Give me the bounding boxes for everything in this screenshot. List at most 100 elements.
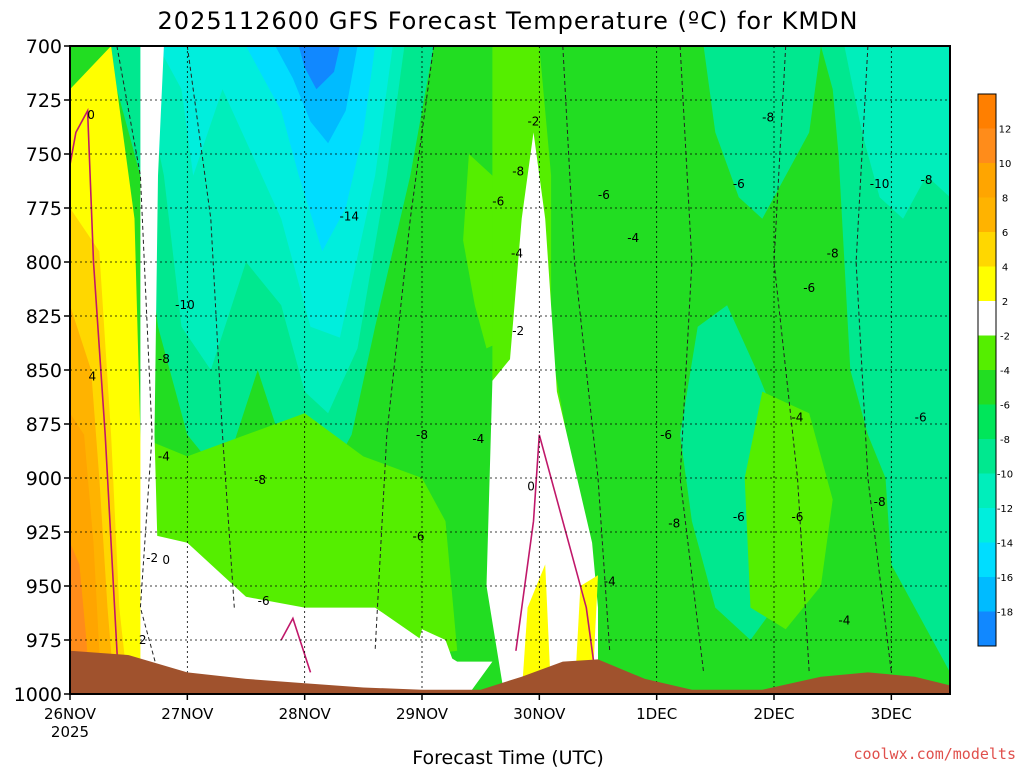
y-tick-label: 775 (26, 198, 62, 220)
temp-region-green-m8-east (820, 46, 950, 673)
contour-value-label: -6 (598, 188, 610, 202)
temp-region-cold-band-m18 (298, 46, 340, 90)
colorbar-tick-label: -18 (997, 608, 1013, 619)
colorbar-tick-label: -8 (1000, 435, 1010, 446)
contour-value-label: -2 (146, 551, 158, 565)
contour-value-label: -8 (416, 428, 428, 442)
colorbar-tick-label: 2 (1002, 297, 1008, 308)
colorbar-frame (977, 93, 997, 647)
temp-region-green-m8-upper (703, 46, 821, 219)
colorbar-tick-label: 8 (1002, 194, 1008, 205)
contour-value-label: -6 (412, 529, 424, 543)
contour-line (855, 46, 892, 673)
colorbar-swatch (978, 404, 996, 439)
contour-value-label: -6 (803, 281, 815, 295)
x-tick-label: 26NOV (44, 705, 97, 723)
y-tick-label: 725 (26, 90, 62, 112)
contour-value-label: 4 (88, 369, 96, 383)
contour-value-label: -8 (254, 473, 266, 487)
contour-value-label: -2 (527, 115, 539, 129)
y-tick-label: 900 (26, 468, 62, 490)
contour-value-label: 0 (162, 553, 170, 567)
contour-value-label: 0 (87, 108, 95, 122)
colorbar: 12 10 8 6 4 2 -2 -4 -6 -8 -10 -12 -14 -16 -18 (977, 93, 1013, 647)
colorbar-swatch (978, 439, 996, 474)
contour-value-label: -4 (627, 231, 639, 245)
x-tick-label: 1DEC (636, 705, 677, 723)
y-tick-label: 875 (26, 414, 62, 436)
colorbar-tick-label: 6 (1002, 228, 1008, 239)
contour-value-label: 2 (139, 633, 147, 647)
colorbar-swatch (978, 266, 996, 301)
x-axis: 26NOV 27NOV 28NOV 29NOV 30NOV 1DEC 2DEC 3DEC (44, 694, 912, 723)
y-tick-label: 1000 (14, 684, 62, 706)
colorbar-swatch (978, 611, 996, 646)
contour-value-label: -6 (733, 510, 745, 524)
temp-region-cold-band-m16 (275, 46, 358, 144)
contour-labels: 0 4 -2 0 2 -4 -8 -10 -14 -6 -8 -6 -8 -4 -6 -8 -4 -2 -2 0 -4 -… (87, 108, 932, 647)
x-tick-label: 27NOV (161, 705, 214, 723)
x-tick-label: 30NOV (513, 705, 566, 723)
colorbar-swatch (978, 163, 996, 198)
y-tick-label: 700 (26, 36, 62, 58)
colorbar-tick-label: -6 (1000, 401, 1010, 412)
contour-value-label: -6 (492, 195, 504, 209)
colorbar-swatch (978, 473, 996, 508)
colorbar-swatch (978, 370, 996, 405)
contour-value-label: -4 (791, 411, 803, 425)
contour-value-label: -4 (511, 246, 523, 260)
temp-region-warm-2-mid-lobe (521, 564, 552, 694)
contour-value-label: -10 (870, 177, 890, 191)
colorbar-swatch (978, 128, 996, 163)
temp-region-green-m10-east (844, 46, 950, 219)
contour-value-label: -8 (921, 173, 933, 187)
contour-value-label: -8 (512, 164, 524, 178)
y-tick-label: 925 (26, 522, 62, 544)
contour-value-label: -8 (827, 246, 839, 260)
x-axis-label: Forecast Time (UTC) (412, 747, 603, 768)
colorbar-swatch (978, 232, 996, 267)
y-tick-label: 975 (26, 630, 62, 652)
x-tick-label: 3DEC (871, 705, 912, 723)
x-tick-label: 29NOV (396, 705, 449, 723)
contour-value-label: -14 (339, 210, 359, 224)
contour-value-label: -4 (838, 614, 850, 628)
colorbar-tick-label: -14 (997, 539, 1013, 550)
plot-area (70, 46, 950, 694)
contour-value-label: -6 (733, 177, 745, 191)
x-tick-label: 28NOV (279, 705, 332, 723)
colorbar-swatch (978, 577, 996, 612)
temp-region-green-m2-low (140, 532, 493, 694)
y-tick-label: 825 (26, 306, 62, 328)
colorbar-tick-label: 4 (1002, 263, 1008, 274)
colorbar-swatch (978, 197, 996, 232)
contour-value-label: -6 (660, 428, 672, 442)
x-tick-label: 2DEC (753, 705, 794, 723)
colorbar-swatch (978, 94, 996, 129)
colorbar-swatch (978, 542, 996, 577)
temp-region-green-m4-right (744, 391, 833, 630)
colorbar-tick-label: 10 (999, 159, 1012, 170)
colorbar-swatch (978, 508, 996, 543)
contour-value-label: -2 (512, 324, 524, 338)
zero-contour-line (280, 616, 312, 673)
zero-contour-line (70, 107, 121, 694)
contour-value-label: -6 (915, 411, 927, 425)
colorbar-tick-label: -4 (1000, 366, 1010, 377)
contour-value-label: -10 (175, 298, 195, 312)
x-tick-year: 2025 (51, 723, 89, 741)
contour-value-label: -6 (791, 510, 803, 524)
contour-value-label: -8 (668, 516, 680, 530)
contour-value-label: -8 (874, 495, 886, 509)
colorbar-tick-label: -16 (997, 573, 1013, 584)
y-tick-label: 750 (26, 144, 62, 166)
contour-line (116, 46, 165, 694)
credit-text: coolwx.com/modelts (853, 745, 1016, 763)
colorbar-tick-label: -12 (997, 504, 1013, 515)
contour-line (186, 46, 235, 608)
y-tick-label: 950 (26, 576, 62, 598)
contour-value-label: -4 (158, 449, 170, 463)
terrain-surface (70, 650, 950, 694)
y-axis: 700 725 750 775 800 825 850 875 900 925 950 975 1000 (14, 36, 70, 706)
